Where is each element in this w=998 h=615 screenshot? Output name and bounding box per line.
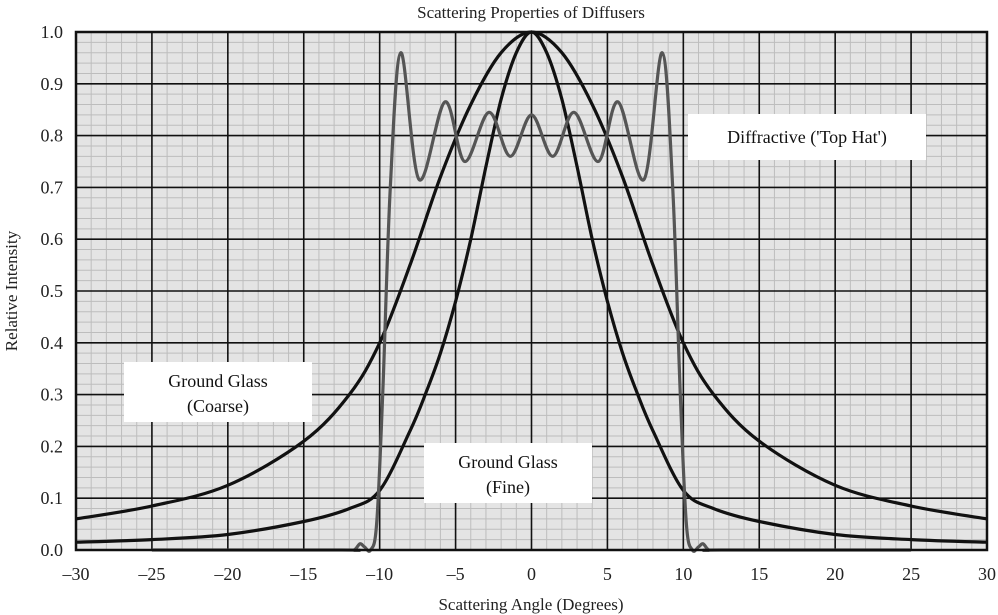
x-tick-label: 5 — [603, 564, 612, 584]
y-tick-label: 0.9 — [41, 74, 64, 94]
y-tick-label: 0.8 — [41, 126, 64, 146]
y-tick-label: 1.0 — [41, 22, 64, 42]
x-tick-label: 25 — [902, 564, 920, 584]
x-tick-label: 0 — [527, 564, 536, 584]
x-tick-label: –10 — [365, 564, 393, 584]
y-tick-label: 0.0 — [41, 540, 64, 560]
y-tick-labels: 0.0 0.1 0.2 0.3 0.4 0.5 0.6 0.7 0.8 0.9 1.0 — [41, 22, 64, 560]
x-tick-label: –25 — [137, 564, 165, 584]
annotation-coarse-line1: Ground Glass — [168, 371, 268, 391]
x-axis-label: Scattering Angle (Degrees) — [438, 595, 623, 614]
y-tick-label: 0.1 — [41, 488, 64, 508]
x-tick-label: 15 — [750, 564, 768, 584]
annotation-fine: Ground Glass (Fine) — [424, 443, 592, 503]
x-tick-labels: –30 –25 –20 –15 –10 –5 0 5 10 15 20 25 30 — [62, 564, 997, 584]
y-axis-label: Relative Intensity — [2, 230, 21, 351]
annotation-coarse-line2: (Coarse) — [187, 396, 249, 417]
y-tick-label: 0.4 — [41, 333, 64, 353]
y-tick-label: 0.6 — [41, 229, 64, 249]
x-tick-label: –5 — [446, 564, 465, 584]
y-tick-label: 0.7 — [41, 177, 64, 197]
chart-title: Scattering Properties of Diffusers — [417, 3, 645, 22]
plot-frame — [74, 30, 989, 552]
annotation-top-hat: Diffractive ('Top Hat') — [688, 114, 926, 160]
x-tick-label: 20 — [826, 564, 844, 584]
x-tick-label: –15 — [289, 564, 317, 584]
y-tick-label: 0.5 — [41, 281, 64, 301]
x-tick-label: –20 — [213, 564, 241, 584]
y-tick-label: 0.2 — [41, 436, 64, 456]
x-tick-label: 10 — [674, 564, 692, 584]
annotation-top-hat-text: Diffractive ('Top Hat') — [727, 127, 887, 148]
series-line-2 — [151, 51, 912, 553]
annotation-fine-line2: (Fine) — [486, 477, 530, 498]
x-tick-label: –30 — [62, 564, 90, 584]
x-tick-label: 30 — [978, 564, 996, 584]
y-tick-label: 0.3 — [41, 385, 64, 405]
annotation-fine-line1: Ground Glass — [458, 452, 558, 472]
annotation-coarse: Ground Glass (Coarse) — [124, 362, 312, 422]
